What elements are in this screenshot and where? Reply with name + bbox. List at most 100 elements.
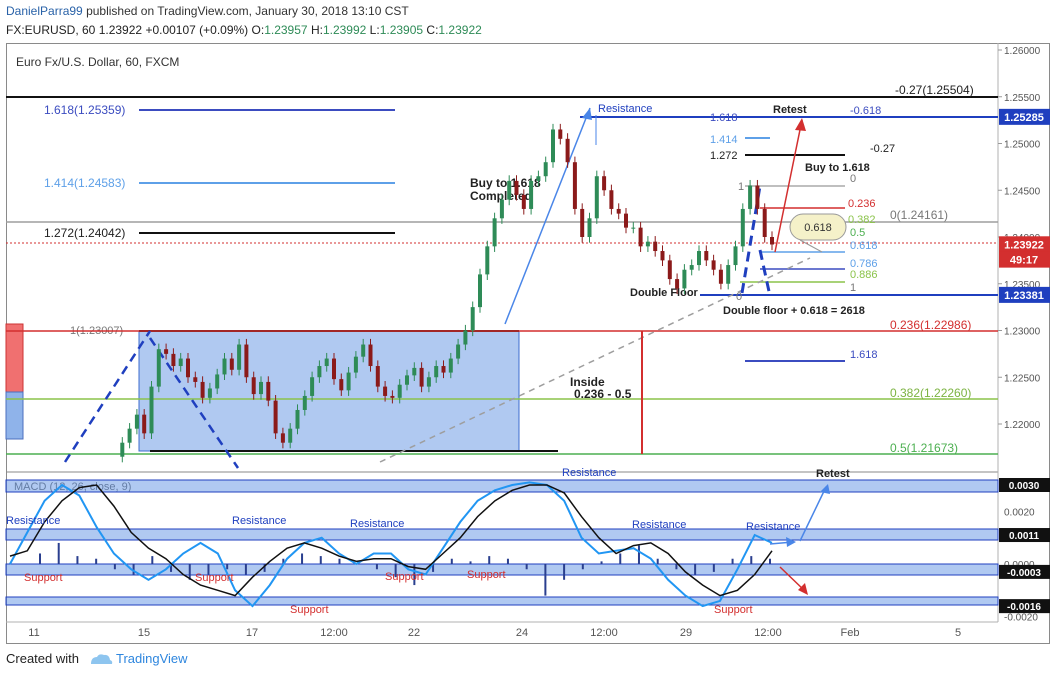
high-value: 1.23992 <box>322 23 367 37</box>
macd-tag-label: -0.0016 <box>1007 602 1041 613</box>
annotation-inside-2: 0.236 - 0.5 <box>574 387 632 401</box>
bubble-0618 <box>789 213 847 241</box>
level-label-zero: 0(1.24161) <box>890 208 948 222</box>
macd-histogram-bar <box>113 564 116 570</box>
annotation-retest: Retest <box>773 104 807 116</box>
level-label-1618: 1.618(1.25359) <box>44 103 125 117</box>
candle-body <box>426 377 431 387</box>
candle-body <box>295 409 300 429</box>
candle-body <box>156 349 161 387</box>
macd-resistance-label: Resistance <box>6 515 60 527</box>
candle-body <box>762 208 767 237</box>
candle-body <box>645 241 650 247</box>
macd-histogram-bar <box>151 556 154 564</box>
left-red-block <box>5 323 24 393</box>
macd-tag-bg <box>999 528 1050 543</box>
small-blue-dashed-1 <box>740 185 762 294</box>
candle-body <box>587 218 592 237</box>
candle-body <box>492 218 497 247</box>
macd-blue-arrow-short-head <box>786 537 796 547</box>
macd-histogram-bar <box>656 558 659 564</box>
x-tick-label: 22 <box>408 627 420 639</box>
candle-body <box>448 358 453 373</box>
small-fib-label: 0 <box>736 291 742 303</box>
macd-histogram-bar <box>319 556 322 564</box>
author-link[interactable]: DanielParra99 <box>6 4 83 18</box>
macd-histogram-bar <box>450 558 453 564</box>
candle-body <box>317 366 322 378</box>
candle-body <box>339 379 344 391</box>
candle-body <box>434 366 439 378</box>
left-blue-block <box>5 391 24 440</box>
small-fib-label: 1.618 <box>710 112 738 124</box>
candle-body <box>149 386 154 434</box>
candle-body <box>215 374 220 389</box>
macd-histogram-bar <box>563 564 566 580</box>
candle-body <box>675 279 680 289</box>
y-tick-label: 1.22500 <box>1004 373 1041 384</box>
level-label-neg027: -0.27(1.25504) <box>895 83 974 97</box>
candle-body <box>134 414 139 429</box>
small-blue-dashed-2 <box>758 249 772 297</box>
candle-body <box>244 344 249 378</box>
macd-histogram-bar <box>338 558 341 564</box>
y-tick-label: 1.22000 <box>1004 420 1041 431</box>
small-fib-label: 1.272 <box>710 150 738 162</box>
candle-body <box>572 162 577 209</box>
x-tick-label: 12:00 <box>590 627 618 639</box>
published-text: published on TradingView.com, January 30… <box>86 4 409 18</box>
small-fib-label: 1.618 <box>850 349 878 361</box>
tradingview-logo-icon <box>90 654 112 664</box>
macd-histogram-bar <box>712 564 715 572</box>
consolidation-box <box>138 330 520 452</box>
retest-red-arrow-head <box>795 118 806 131</box>
macd-support-label: Support <box>195 572 234 584</box>
y-tick-label: 1.24500 <box>1004 186 1041 197</box>
candle-body <box>193 377 198 382</box>
macd-retest-label: Retest <box>816 468 850 480</box>
macd-y-tick-label: 0.0020 <box>1004 507 1035 518</box>
macd-histogram-bar <box>263 564 266 572</box>
candle-body <box>222 358 227 375</box>
low-value: 1.23905 <box>379 23 424 37</box>
macd-resistance-label: Resistance <box>350 518 404 530</box>
candle-body <box>536 176 541 181</box>
candle-body <box>310 377 315 396</box>
tradingview-link[interactable]: TradingView <box>116 651 188 666</box>
candle-body <box>609 190 614 209</box>
symbol-ohlc-line: FX:EURUSD, 60 1.23922 +0.00107 (+0.09%) … <box>6 23 482 37</box>
macd-tag-label: 0.0030 <box>1009 481 1040 492</box>
low-label: L: <box>369 23 380 37</box>
candle-body <box>653 241 658 252</box>
y-tick-label: 1.25000 <box>1004 140 1041 151</box>
macd-histogram-bar <box>188 564 191 580</box>
footer: Created with TradingView <box>6 651 188 666</box>
macd-histogram-bar <box>432 564 435 572</box>
x-tick-label: 17 <box>246 627 258 639</box>
candle-body <box>127 428 132 443</box>
candle-body <box>302 395 307 410</box>
macd-histogram-bar <box>619 553 622 564</box>
macd-red-arrow-down-head <box>798 583 808 595</box>
candle-body <box>324 358 329 367</box>
x-tick-label: 15 <box>138 627 150 639</box>
candle-body <box>288 428 293 443</box>
symbol-label: FX:EURUSD, 60 <box>6 23 96 37</box>
macd-support-label: Support <box>24 572 63 584</box>
macd-histogram-bar <box>394 564 397 578</box>
candle-body <box>178 358 183 367</box>
candle-body <box>514 180 519 195</box>
macd-signal-line <box>9 481 773 608</box>
candle-body <box>142 414 147 434</box>
resistance-arrow-head <box>582 108 592 120</box>
small-fib-label: 1.414 <box>710 134 738 146</box>
small-fib-label: -0.618 <box>850 105 881 117</box>
candle-body <box>164 349 169 354</box>
candle-body <box>521 194 526 209</box>
small-fib-label: -0.27 <box>870 143 895 155</box>
candle-body <box>390 395 395 398</box>
candle-body <box>748 185 753 209</box>
candle-body <box>616 208 621 214</box>
candle-body <box>499 199 504 219</box>
